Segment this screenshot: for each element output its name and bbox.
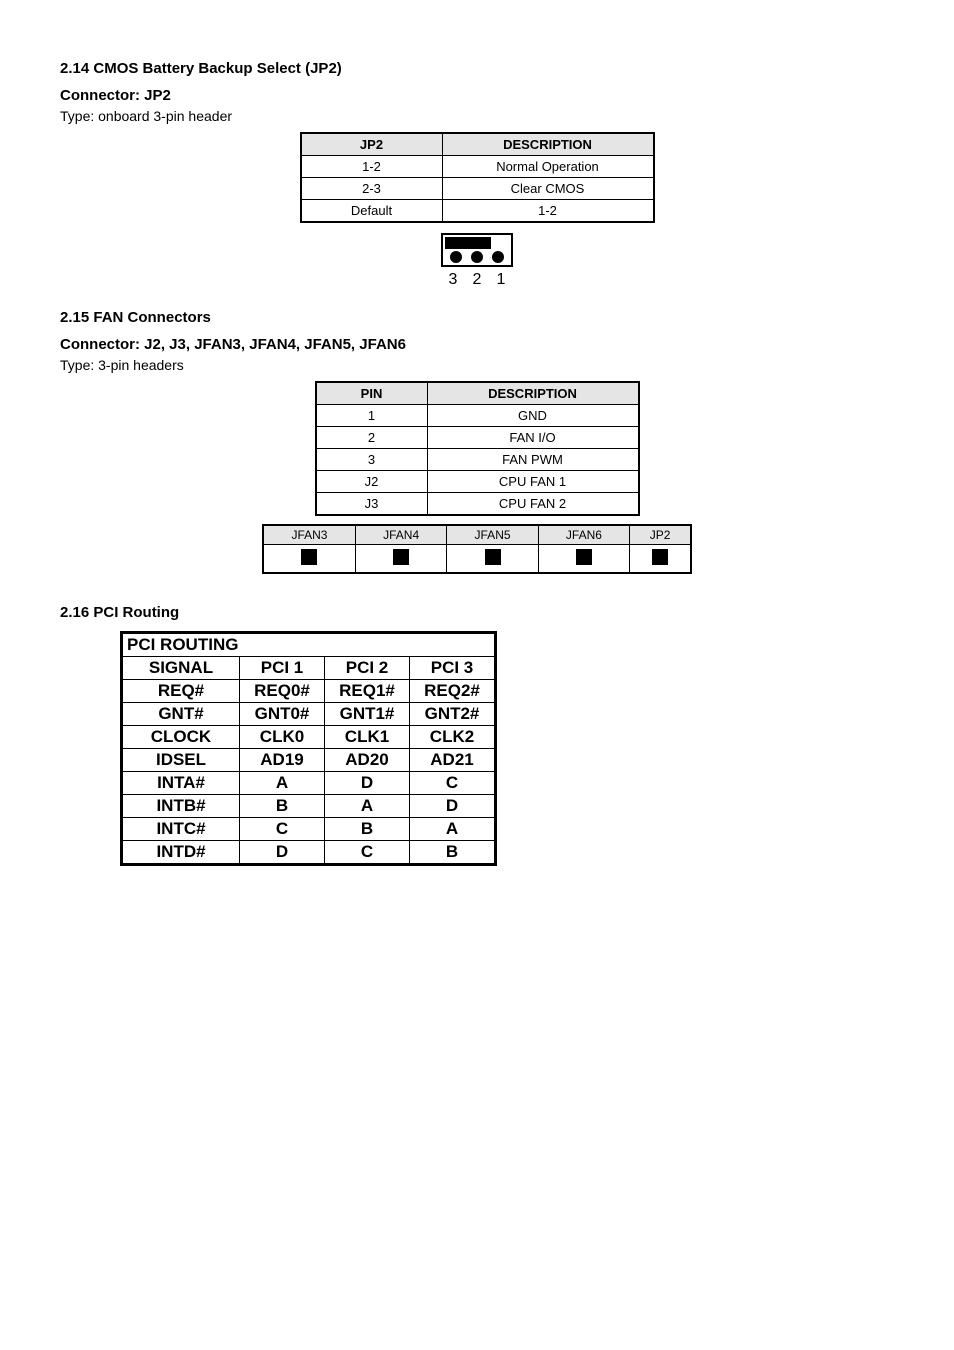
connector-label: Connector: JP2	[60, 87, 894, 104]
connector-type: Type: onboard 3-pin header	[60, 108, 894, 124]
pci-routing-table: PCI ROUTINGSIGNALPCI 1PCI 2PCI 3REQ#REQ0…	[120, 631, 497, 866]
jumper-diagram	[441, 233, 513, 267]
section-title: 2.16 PCI Routing	[60, 604, 894, 621]
jp2-table: JP2DESCRIPTION1-2Normal Operation2-3Clea…	[300, 132, 655, 223]
section-title: 2.15 FAN Connectors	[60, 309, 894, 326]
jumper-labels: 3 2 1	[441, 271, 513, 289]
connector-type: Type: 3-pin headers	[60, 357, 894, 373]
fan-table: PINDESCRIPTION1GND2FAN I/O3FAN PWMJ2CPU …	[315, 381, 640, 516]
section-title: 2.14 CMOS Battery Backup Select (JP2)	[60, 60, 894, 77]
jumper-squares: JFAN3JFAN4JFAN5JFAN6JP2	[262, 524, 692, 574]
connector-label: Connector: J2, J3, JFAN3, JFAN4, JFAN5, …	[60, 336, 894, 353]
